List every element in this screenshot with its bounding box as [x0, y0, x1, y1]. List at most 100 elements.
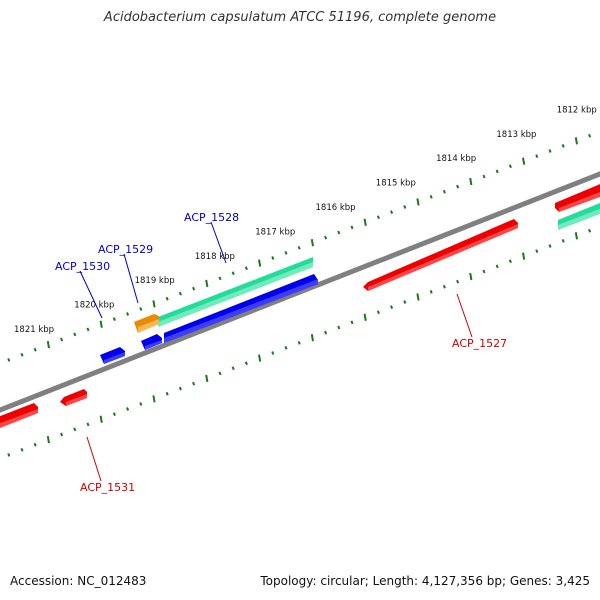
- ruler-minor-tick: [284, 251, 288, 255]
- gene-label-acp-1530[interactable]: ACP_1530: [55, 260, 110, 273]
- ruler-minor-tick: [350, 225, 354, 230]
- ruler-minor-tick: [297, 340, 301, 345]
- ruler-minor-tick: [508, 259, 512, 264]
- ruler-minor-tick: [165, 296, 169, 301]
- ruler-minor-tick: [508, 164, 512, 169]
- ruler-minor-tick: [390, 305, 394, 310]
- ruler-minor-tick: [244, 361, 248, 366]
- gene-acp-1528[interactable]: [164, 274, 318, 343]
- ruler-label: 1813 kbp: [496, 130, 536, 140]
- ruler-minor-tick: [548, 149, 552, 153]
- ruler-minor-tick: [178, 291, 182, 296]
- gene-acp-1529[interactable]: [134, 314, 159, 333]
- ruler-label: 1821 kbp: [14, 325, 54, 335]
- ruler-minor-tick: [403, 300, 407, 304]
- ruler-major-tick: [522, 252, 526, 260]
- ruler-minor-tick: [20, 352, 24, 357]
- ruler-label: 1818 kbp: [195, 252, 235, 262]
- ruler-major-tick: [522, 157, 526, 165]
- ruler-minor-tick: [178, 386, 182, 391]
- gene-label-acp-1529[interactable]: ACP_1529: [98, 243, 153, 256]
- ruler-minor-tick: [495, 169, 499, 174]
- ruler-minor-tick: [561, 144, 565, 148]
- ruler-minor-tick: [495, 264, 499, 269]
- ruler-minor-tick: [86, 422, 90, 427]
- ruler-major-tick: [46, 435, 50, 444]
- ruler-minor-tick: [376, 310, 380, 315]
- gene-acp-1529-cds[interactable]: [141, 334, 162, 350]
- ruler-minor-tick: [33, 442, 37, 447]
- ruler-upper: [7, 133, 592, 362]
- ruler-minor-tick: [588, 133, 592, 138]
- ruler-minor-tick: [60, 337, 64, 342]
- gene-right-red[interactable]: [555, 182, 600, 212]
- gene-label-acp-1527[interactable]: ACP_1527: [452, 337, 507, 350]
- ruler-minor-tick: [284, 346, 288, 350]
- ruler-minor-tick: [192, 286, 196, 291]
- ruler-minor-tick: [535, 249, 539, 253]
- ruler-label: 1815 kbp: [376, 179, 416, 189]
- gene-acp-1527[interactable]: [363, 219, 518, 291]
- ruler-minor-tick: [337, 230, 341, 235]
- ruler-minor-tick: [588, 228, 592, 233]
- gene-label-acp-1528[interactable]: ACP_1528: [184, 211, 239, 224]
- ruler-major-tick: [310, 334, 314, 342]
- ruler-major-tick: [310, 239, 314, 247]
- ruler-minor-tick: [482, 269, 486, 274]
- gene-features: [0, 182, 600, 430]
- ruler-label: 1819 kbp: [135, 276, 175, 286]
- ruler-minor-tick: [112, 317, 116, 322]
- ruler-label: 1812 kbp: [557, 105, 597, 115]
- ruler-minor-tick: [561, 239, 565, 243]
- ruler-major-tick: [205, 279, 209, 288]
- accession-text: Accession: NC_012483: [10, 574, 147, 588]
- ruler-minor-tick: [456, 184, 460, 189]
- ruler-minor-tick: [139, 402, 143, 406]
- ruler-major-tick: [99, 415, 103, 423]
- ruler-major-tick: [363, 218, 367, 227]
- ruler-major-tick: [574, 137, 578, 145]
- ruler-minor-tick: [350, 320, 354, 325]
- gene-left-red[interactable]: [0, 403, 38, 430]
- gene-acp-1528-rna[interactable]: [158, 257, 313, 327]
- ruler-minor-tick: [482, 174, 486, 179]
- ruler-major-tick: [258, 259, 262, 267]
- ruler-minor-tick: [548, 244, 552, 248]
- map-title: Acidobacterium capsulatum ATCC 51196, co…: [103, 10, 497, 25]
- gene-acp-1531[interactable]: [60, 389, 87, 406]
- ruler-minor-tick: [231, 366, 235, 371]
- ruler-label: 1814 kbp: [436, 154, 476, 164]
- ruler-minor-tick: [429, 194, 433, 199]
- ruler-minor-tick: [86, 327, 90, 332]
- ruler-minor-tick: [165, 391, 169, 396]
- ruler-minor-tick: [112, 412, 116, 417]
- ruler-minor-tick: [337, 325, 341, 330]
- ruler-major-tick: [258, 354, 262, 362]
- ruler-labels: 1812 kbp 1813 kbp 1814 kbp 1815 kbp 1816 kbp…: [14, 105, 597, 335]
- gene-label-layer: ACP_1528 ACP_1529 ACP_1530 ACP_1527 ACP_…: [55, 211, 507, 494]
- ruler-minor-tick: [231, 271, 235, 276]
- ruler-minor-tick: [126, 407, 130, 411]
- ruler-minor-tick: [442, 284, 446, 289]
- ruler-minor-tick: [7, 453, 11, 457]
- ruler-major-tick: [469, 272, 473, 281]
- ruler-major-tick: [46, 340, 50, 349]
- ruler-major-tick: [416, 293, 420, 301]
- gene-acp-1530[interactable]: [100, 347, 125, 364]
- gene-right-rna[interactable]: [558, 201, 600, 230]
- ruler-major-tick: [574, 232, 578, 240]
- ruler-major-tick: [363, 313, 367, 322]
- ruler-minor-tick: [244, 266, 248, 271]
- ruler-minor-tick: [324, 330, 328, 335]
- ruler-minor-tick: [139, 307, 143, 311]
- ruler-label: 1817 kbp: [255, 227, 295, 237]
- ruler-major-tick: [205, 374, 209, 383]
- ruler-minor-tick: [297, 245, 301, 250]
- ruler-minor-tick: [324, 235, 328, 240]
- ruler-major-tick: [152, 395, 156, 403]
- ruler-lower: [7, 228, 592, 457]
- ruler-minor-tick: [60, 432, 64, 437]
- gene-label-acp-1531[interactable]: ACP_1531: [80, 481, 135, 494]
- ruler-minor-tick: [456, 279, 460, 284]
